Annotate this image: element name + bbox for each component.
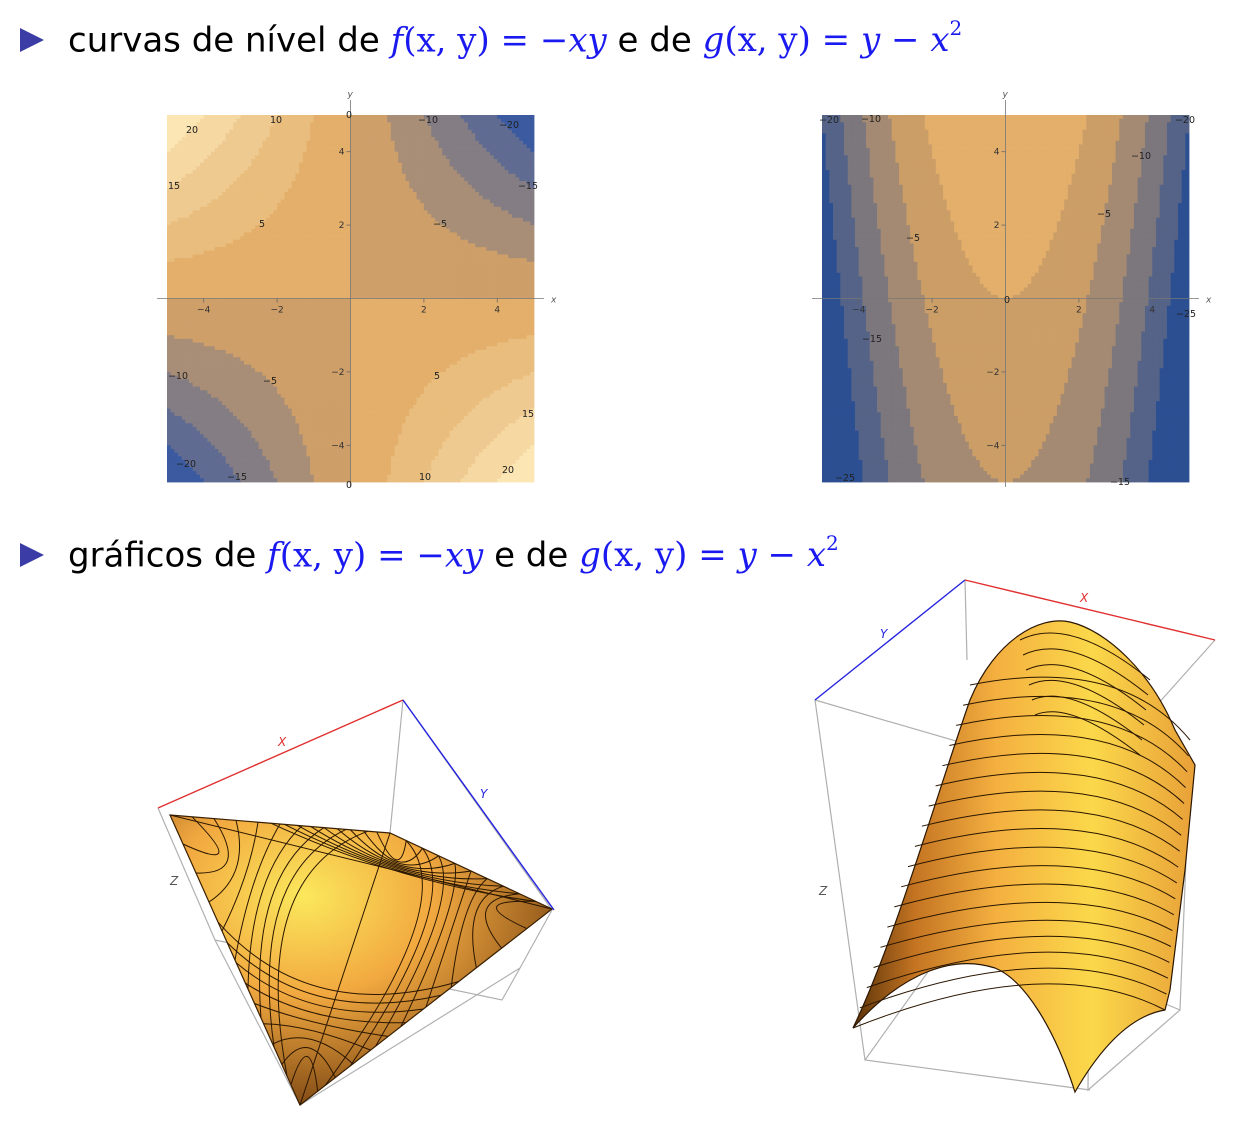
bullet-triangle-icon (20, 543, 44, 568)
y-axis-label: Y (880, 627, 889, 641)
contour-label: −10 (418, 115, 438, 126)
y-axis-label: y (347, 90, 354, 100)
contour-label: −5 (906, 233, 920, 244)
contour-label: 5 (259, 219, 265, 230)
formula-g: g(x, y) = y − x2 (703, 16, 963, 60)
contour-plot-g: x y −4 −2 2 4 −4 −2 2 4 −20 −10 −20 −10 −5 −5 0 −15 −25 −25… (812, 90, 1212, 488)
x-tick-label: −4 (197, 306, 211, 316)
y-tick-label: 4 (339, 148, 345, 158)
contour-label: 15 (168, 181, 180, 192)
x-tick-label: −4 (852, 306, 866, 316)
formula-f: f(x, y) = −xy (267, 535, 483, 575)
contour-label: −20 (819, 115, 839, 126)
contour-label: −5 (263, 376, 277, 387)
contour-label: 5 (434, 371, 440, 382)
contour-label: −10 (861, 114, 881, 125)
x-axis-edge (157, 699, 404, 809)
bullet-triangle-icon (20, 28, 44, 53)
contour-label: −25 (1176, 309, 1196, 320)
contour-label: 0 (346, 480, 352, 491)
contour-label: 10 (270, 115, 282, 126)
formula-f: f(x, y) = −xy (391, 20, 607, 60)
y-axis-edge (402, 699, 555, 911)
y-tick-label: 2 (339, 221, 345, 231)
contour-label: −10 (168, 371, 188, 382)
contour-label: −15 (862, 334, 882, 345)
bullet-graphs: gráficos de f(x, y) = −xy e de g(x, y) =… (20, 527, 839, 575)
y-tick-label: −2 (986, 368, 999, 378)
x-tick-label: 2 (1076, 306, 1082, 316)
contour-label: −20 (176, 459, 196, 470)
x-tick-label: 4 (1149, 306, 1155, 316)
y-axis-edge (814, 579, 966, 701)
contour-label: 20 (186, 125, 198, 136)
contour-label: −20 (499, 120, 519, 131)
y-tick-label: 2 (994, 221, 1000, 231)
contour-label: −25 (835, 473, 855, 484)
contour-label: 0 (346, 110, 352, 121)
y-tick-label: −4 (331, 441, 345, 451)
surface-plot-f: X Y Z (157, 699, 555, 1106)
contour-label: −15 (518, 181, 538, 192)
contour-label: −15 (227, 472, 247, 483)
z-axis-label: Z (818, 884, 828, 898)
y-axis-label: Y (480, 787, 489, 801)
z-axis-label: Z (169, 874, 179, 888)
x-axis-label: x (1205, 296, 1212, 306)
contour-fill (822, 115, 1190, 483)
x-axis-label: X (277, 735, 287, 749)
contour-label: −5 (433, 219, 447, 230)
x-axis-edge (964, 579, 1216, 641)
x-tick-label: 2 (421, 306, 427, 316)
x-axis-label: X (1079, 591, 1089, 605)
contour-label: −20 (1175, 115, 1195, 126)
y-tick-label: −4 (986, 441, 1000, 451)
y-axis-label: y (1002, 90, 1009, 100)
y-tick-label: −2 (331, 368, 344, 378)
x-tick-label: −2 (270, 306, 283, 316)
contour-label: 0 (1004, 295, 1010, 306)
contour-label: 10 (419, 472, 431, 483)
bullet-contour: curvas de nível de f(x, y) = −xy e de g(… (20, 12, 962, 60)
connector-text: e de (494, 535, 568, 575)
contour-plot-f: x y −4 −2 2 4 −4 −2 2 4 20 10 0 −10 −20 15 −15 5 −5 −10 −5 5 1… (157, 90, 557, 491)
x-axis-label: x (550, 296, 557, 306)
contour-label: 15 (522, 409, 534, 420)
formula-g: g(x, y) = y − x2 (579, 531, 839, 575)
y-tick-label: 4 (994, 148, 1000, 158)
contour-fill (167, 115, 535, 483)
connector-text: e de (618, 20, 692, 60)
bullet-lead-text: curvas de nível de (68, 20, 380, 60)
contour-label: −15 (1110, 477, 1130, 488)
surface-plot-g: X Y Z (814, 579, 1216, 1094)
bullet-lead-text: gráficos de (68, 535, 256, 575)
contour-label: −10 (1131, 151, 1151, 162)
x-tick-label: −2 (925, 306, 938, 316)
x-tick-label: 4 (494, 306, 500, 316)
contour-label: 20 (502, 465, 514, 476)
contour-label: −5 (1097, 209, 1111, 220)
